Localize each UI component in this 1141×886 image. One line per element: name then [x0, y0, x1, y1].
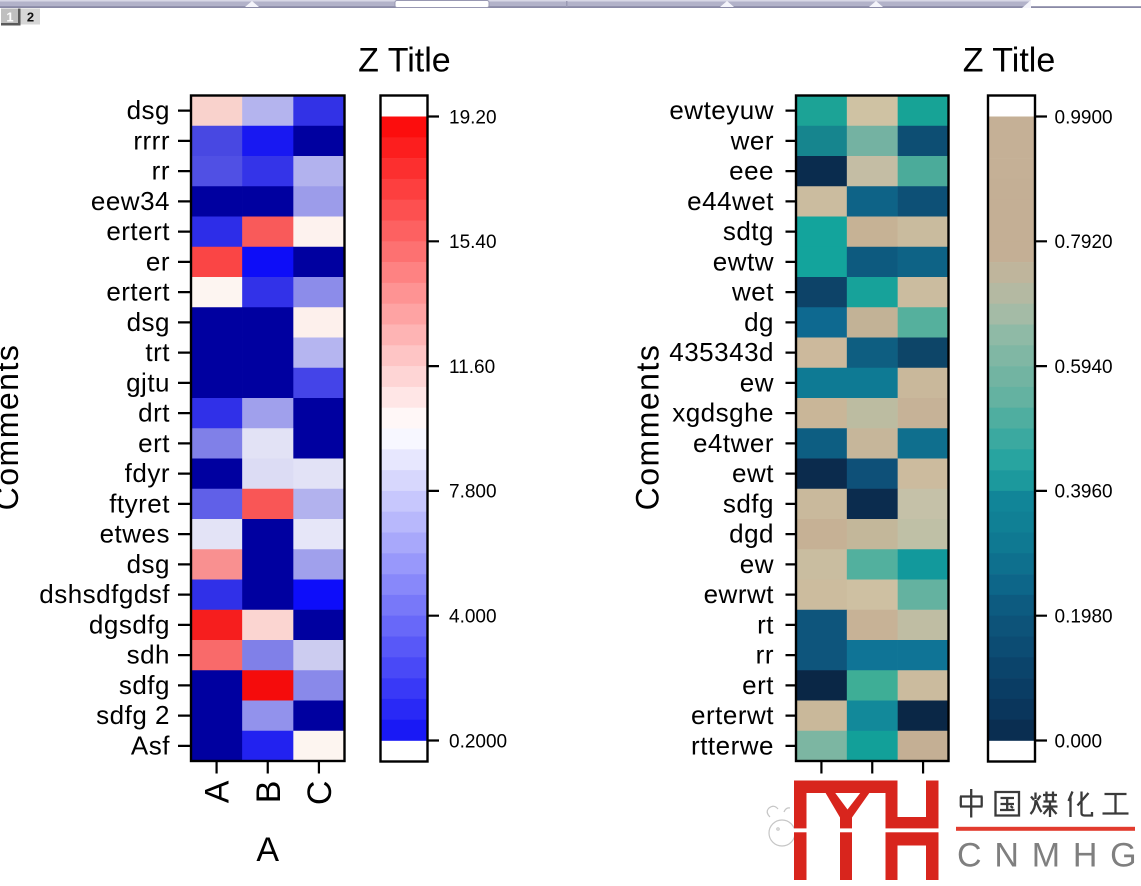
svg-text:rt: rt	[757, 609, 774, 639]
svg-text:wer: wer	[730, 125, 774, 155]
svg-text:rr: rr	[756, 640, 774, 670]
svg-text:Asf: Asf	[131, 730, 170, 760]
svg-text:trt: trt	[145, 337, 170, 367]
svg-text:eee: eee	[729, 156, 774, 186]
svg-text:CNMHG: CNMHG	[957, 837, 1141, 875]
svg-text:er: er	[146, 246, 170, 276]
svg-text:0.3960: 0.3960	[1055, 482, 1113, 503]
svg-text:2: 2	[27, 10, 34, 25]
svg-text:1: 1	[6, 10, 13, 25]
svg-text:dsg: dsg	[127, 307, 170, 337]
svg-text:dg: dg	[744, 307, 774, 337]
svg-text:0.9900: 0.9900	[1055, 107, 1113, 128]
svg-text:wet: wet	[731, 277, 774, 307]
svg-text:ftyret: ftyret	[109, 488, 170, 518]
svg-text:drt: drt	[138, 398, 170, 428]
svg-text:Z Title: Z Title	[963, 42, 1056, 80]
svg-text:etwes: etwes	[100, 519, 170, 549]
svg-text:A: A	[256, 831, 279, 869]
svg-text:11.60: 11.60	[449, 357, 495, 378]
svg-text:e44wet: e44wet	[687, 186, 774, 216]
svg-text:eew34: eew34	[91, 186, 170, 216]
svg-text:0.000: 0.000	[1055, 731, 1103, 752]
svg-text:ert: ert	[138, 428, 170, 458]
svg-text:Comments: Comments	[630, 344, 666, 511]
svg-text:ewteyuw: ewteyuw	[669, 95, 774, 125]
svg-text:Z Title: Z Title	[358, 42, 451, 80]
svg-text:19.20: 19.20	[449, 107, 497, 128]
svg-text:435343d: 435343d	[669, 337, 774, 367]
svg-text:A: A	[199, 780, 237, 803]
svg-text:rr: rr	[152, 156, 170, 186]
svg-text:rrrr: rrrr	[133, 125, 170, 155]
svg-text:erterwt: erterwt	[691, 700, 774, 730]
svg-text:ewrwt: ewrwt	[704, 579, 775, 609]
svg-text:xgdsghe: xgdsghe	[672, 398, 774, 428]
svg-text:0.5940: 0.5940	[1055, 357, 1113, 378]
svg-text:sdh: sdh	[127, 640, 170, 670]
svg-text:ertert: ertert	[106, 277, 170, 307]
svg-text:sdfg 2: sdfg 2	[96, 700, 170, 730]
svg-text:0.2000: 0.2000	[449, 731, 507, 752]
svg-text:B: B	[250, 781, 288, 804]
svg-text:dgd: dgd	[729, 519, 774, 549]
svg-text:fdyr: fdyr	[125, 458, 170, 488]
svg-text:e4twer: e4twer	[693, 428, 774, 458]
svg-text:dgsdfg: dgsdfg	[89, 609, 170, 639]
svg-text:rtterwe: rtterwe	[691, 730, 774, 760]
svg-text:ertert: ertert	[106, 216, 170, 246]
svg-text:C: C	[301, 781, 339, 806]
svg-text:Comments: Comments	[0, 344, 25, 511]
svg-text:dsg: dsg	[127, 95, 170, 125]
svg-text:sdfg: sdfg	[723, 488, 774, 518]
svg-text:7.800: 7.800	[449, 482, 497, 503]
svg-text:15.40: 15.40	[449, 232, 497, 253]
svg-text:sdtg: sdtg	[723, 216, 774, 246]
svg-text:dsg: dsg	[127, 549, 170, 579]
svg-text:ewtw: ewtw	[713, 246, 774, 276]
svg-text:ew: ew	[740, 367, 774, 397]
svg-text:dshsdfgdsf: dshsdfgdsf	[39, 579, 170, 609]
svg-text:0.1980: 0.1980	[1055, 607, 1113, 628]
svg-text:ew: ew	[740, 549, 774, 579]
svg-text:ewt: ewt	[732, 458, 774, 488]
svg-text:sdfg: sdfg	[119, 670, 170, 700]
svg-text:4.000: 4.000	[449, 607, 497, 628]
svg-text:0.7920: 0.7920	[1055, 232, 1113, 253]
svg-text:ert: ert	[742, 670, 774, 700]
svg-text:gjtu: gjtu	[126, 367, 170, 397]
